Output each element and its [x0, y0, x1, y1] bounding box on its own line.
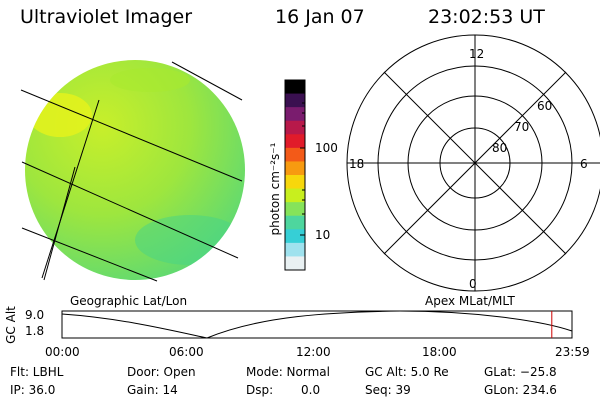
info-gc-alt: GC Alt: 5.0 Re	[365, 365, 449, 379]
altitude-ylabel: GC Alt	[3, 306, 18, 344]
colorbar-tick-100: 100	[315, 141, 338, 155]
info-dsp-value: 0.0	[301, 383, 321, 397]
info-ip: IP: 36.0	[10, 383, 56, 397]
altitude-plot-frame	[61, 310, 573, 339]
geo-caption: Geographic Lat/Lon	[70, 294, 188, 308]
mlt-label-6: 6	[580, 157, 588, 171]
colorbar-tick-10: 10	[315, 228, 331, 242]
info-mode: Mode: Normal	[246, 365, 330, 379]
info-glat: GLat: −25.8	[484, 365, 557, 379]
colorbar-band	[285, 80, 305, 95]
altitude-xtick-2: 12:00	[296, 345, 331, 359]
altitude-ytick-low: 1.8	[25, 324, 45, 338]
mlat-label-70: 70	[514, 120, 530, 134]
info-seq: Seq: 39	[365, 383, 411, 397]
colorbar-band	[285, 161, 305, 176]
time-label: 23:02:53 UT	[428, 6, 545, 28]
mlat-label-80: 80	[492, 141, 508, 155]
altitude-curve	[61, 310, 573, 339]
altitude-xtick-0: 00:00	[45, 345, 80, 359]
colorbar-band	[285, 147, 305, 162]
polar-plot	[346, 34, 600, 292]
altitude-xtick-1: 06:00	[169, 345, 204, 359]
geo-grid-lines	[20, 61, 243, 282]
info-glon: GLon: 234.6	[484, 383, 557, 397]
info-door: Door: Open	[127, 365, 196, 379]
colorbar-band	[285, 188, 305, 203]
mlat-label-60: 60	[537, 99, 553, 113]
colorbar-band	[285, 202, 305, 217]
colorbar-band	[285, 107, 305, 122]
mlt-label-12: 12	[469, 47, 485, 61]
instrument-title: Ultraviolet Imager	[20, 6, 193, 28]
colorbar-frame	[284, 79, 306, 271]
info-dsp-label: Dsp:	[246, 383, 274, 397]
apex-caption: Apex MLat/MLT	[425, 294, 515, 308]
colorbar-band	[285, 93, 305, 108]
info-flt: Flt: LBHL	[10, 365, 64, 379]
altitude-xtick-3: 18:00	[422, 345, 457, 359]
colorbar-ticks	[300, 102, 305, 236]
colorbar-band	[285, 215, 305, 230]
altitude-xtick-4: 23:59	[555, 345, 590, 359]
colorbar	[285, 80, 305, 271]
date-label: 16 Jan 07	[275, 6, 365, 28]
colorbar-band	[285, 256, 305, 271]
colorbar-unit-label: photon cm⁻²s⁻¹	[268, 142, 282, 236]
colorbar-band	[285, 120, 305, 135]
colorbar-band	[285, 242, 305, 257]
colorbar-band	[285, 229, 305, 244]
mlt-label-18: 18	[349, 157, 365, 171]
colorbar-band	[285, 134, 305, 149]
colorbar-band	[285, 175, 305, 190]
mlt-label-0: 0	[469, 277, 477, 291]
info-gain: Gain: 14	[127, 383, 178, 397]
altitude-ytick-high: 9.0	[25, 308, 45, 322]
